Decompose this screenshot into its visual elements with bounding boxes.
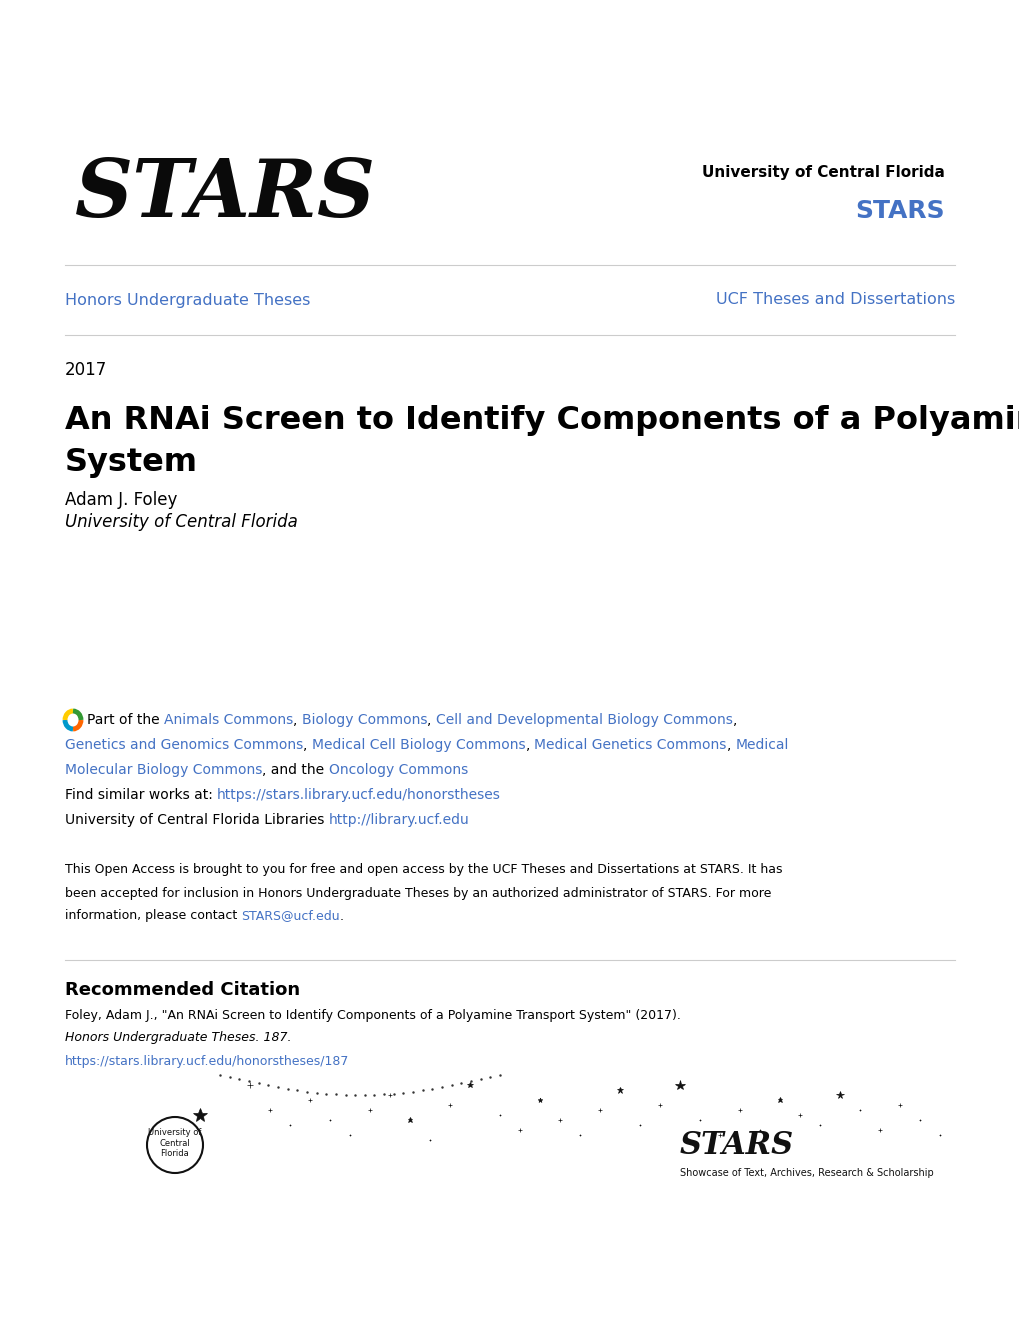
Text: System: System [65, 447, 198, 479]
Text: Recommended Citation: Recommended Citation [65, 981, 300, 999]
Text: University of Central Florida: University of Central Florida [65, 513, 298, 531]
Text: Biology Commons: Biology Commons [302, 713, 427, 727]
Text: University of Central Florida: University of Central Florida [701, 165, 944, 181]
Text: STARS@ucf.edu: STARS@ucf.edu [242, 909, 339, 923]
Text: Find similar works at:: Find similar works at: [65, 788, 217, 803]
Text: Adam J. Foley: Adam J. Foley [65, 491, 177, 510]
Text: Showcase of Text, Archives, Research & Scholarship: Showcase of Text, Archives, Research & S… [680, 1168, 932, 1177]
Text: An RNAi Screen to Identify Components of a Polyamine Transport: An RNAi Screen to Identify Components of… [65, 404, 1019, 436]
Text: ,: , [427, 713, 436, 727]
Text: ,: , [726, 738, 735, 752]
Text: University of
Central
Florida: University of Central Florida [148, 1129, 202, 1158]
Text: Medical: Medical [735, 738, 788, 752]
Text: Foley, Adam J., "An RNAi Screen to Identify Components of a Polyamine Transport : Foley, Adam J., "An RNAi Screen to Ident… [65, 1008, 681, 1022]
Text: Molecular Biology Commons: Molecular Biology Commons [65, 763, 262, 777]
Text: http://library.ucf.edu: http://library.ucf.edu [328, 813, 469, 828]
Text: University of Central Florida Libraries: University of Central Florida Libraries [65, 813, 328, 828]
Text: This Open Access is brought to you for free and open access by the UCF Theses an: This Open Access is brought to you for f… [65, 863, 782, 876]
Text: 2017: 2017 [65, 360, 107, 379]
Text: Medical Cell Biology Commons: Medical Cell Biology Commons [312, 738, 525, 752]
Text: Genetics and Genomics Commons: Genetics and Genomics Commons [65, 738, 303, 752]
Text: https://stars.library.ucf.edu/honorstheses/187: https://stars.library.ucf.edu/honorsthes… [65, 1055, 350, 1068]
Text: Honors Undergraduate Theses: Honors Undergraduate Theses [65, 293, 310, 308]
Text: ,: , [303, 738, 312, 752]
Text: Honors Undergraduate Theses. 187.: Honors Undergraduate Theses. 187. [65, 1031, 291, 1044]
Text: information, please contact: information, please contact [65, 909, 242, 923]
Text: STARS: STARS [75, 156, 376, 234]
Text: Oncology Commons: Oncology Commons [328, 763, 468, 777]
Text: https://stars.library.ucf.edu/honorstheses: https://stars.library.ucf.edu/honorsthes… [217, 788, 500, 803]
Text: Medical Genetics Commons: Medical Genetics Commons [534, 738, 726, 752]
Text: STARS: STARS [680, 1130, 794, 1160]
Text: ,: , [733, 713, 737, 727]
Text: STARS: STARS [855, 199, 944, 223]
Text: .: . [339, 909, 343, 923]
Text: UCF Theses and Dissertations: UCF Theses and Dissertations [715, 293, 954, 308]
Text: Cell and Developmental Biology Commons: Cell and Developmental Biology Commons [436, 713, 733, 727]
Text: , and the: , and the [262, 763, 328, 777]
Text: Part of the: Part of the [87, 713, 164, 727]
Text: ,: , [293, 713, 302, 727]
Text: Animals Commons: Animals Commons [164, 713, 293, 727]
Text: ,: , [525, 738, 534, 752]
Text: been accepted for inclusion in Honors Undergraduate Theses by an authorized admi: been accepted for inclusion in Honors Un… [65, 887, 770, 899]
